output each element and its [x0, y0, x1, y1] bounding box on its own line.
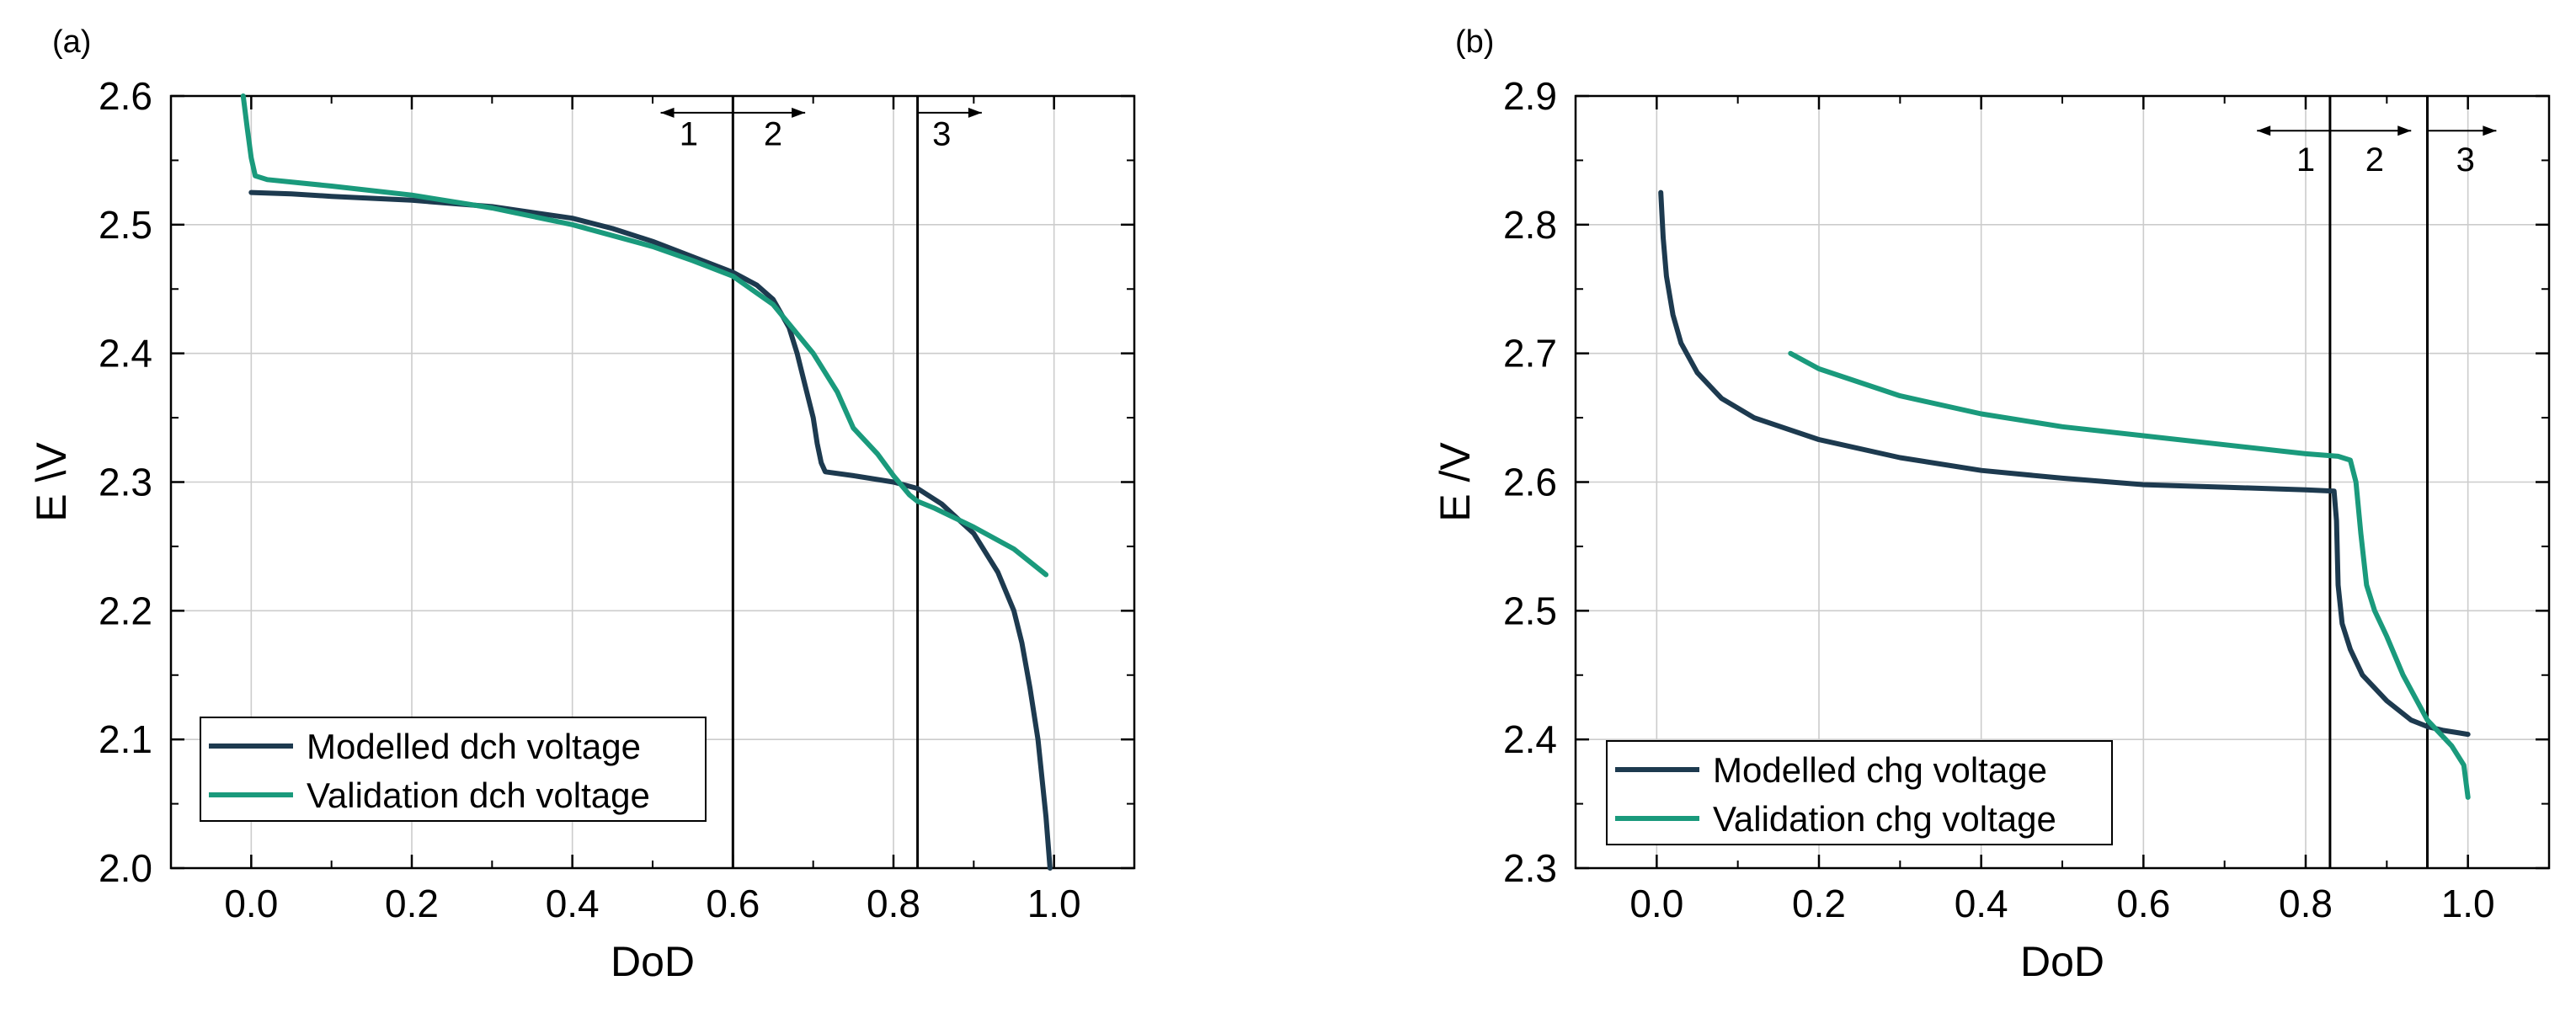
- series-line-validation: [1788, 350, 2471, 800]
- x-tick-label: 1.0: [1027, 882, 1081, 925]
- series-line-modelled: [1658, 189, 2471, 738]
- y-tick-label: 2.1: [99, 717, 152, 761]
- series-line-modelled: [248, 189, 1053, 871]
- region-arrowhead: [2397, 125, 2412, 136]
- y-tick-label: 2.5: [99, 203, 152, 247]
- y-tick-label: 2.9: [1503, 74, 1557, 118]
- legend: Modelled dch voltage Validation dch volta…: [200, 717, 707, 822]
- x-tick-label: 0.2: [385, 882, 439, 925]
- panel-a-chart: 0.0 0.2 0.4 0.6 0.8 1.0 2.0 2.1 2.2 2.3 2.4 2.5 2.6 D…: [28, 24, 1136, 985]
- y-tick-label: 2.8: [1503, 203, 1557, 247]
- legend-box: [200, 717, 707, 822]
- x-tick-label: 0.8: [2279, 882, 2333, 925]
- legend: Modelled chg voltage Validation chg volta…: [1606, 740, 2113, 845]
- region-label: 2: [2365, 141, 2384, 179]
- y-tick-label: 2.5: [1503, 589, 1557, 632]
- y-tick-label: 2.0: [99, 846, 152, 890]
- legend-entry: Modelled chg voltage: [1713, 750, 2047, 790]
- x-tick-label: 1.0: [2441, 882, 2495, 925]
- x-tick-label: 0.8: [867, 882, 920, 925]
- panel-label: (b): [1455, 24, 1494, 60]
- legend-entry: Validation chg voltage: [1713, 799, 2056, 839]
- region-arrowhead: [2257, 125, 2271, 136]
- y-tick-label: 2.4: [1503, 717, 1557, 761]
- region-arrowhead: [968, 107, 982, 118]
- y-tick-label: 2.4: [99, 332, 152, 376]
- panel-label: (a): [52, 24, 91, 60]
- y-tick-label: 2.7: [1503, 332, 1557, 376]
- legend-box: [1606, 740, 2113, 845]
- region-arrowhead: [2483, 125, 2497, 136]
- x-tick-label: 0.4: [546, 882, 600, 925]
- region-arrowhead: [660, 107, 675, 118]
- y-tick-label: 2.6: [1503, 461, 1557, 504]
- y-axis-title: E /V: [1432, 442, 1479, 522]
- y-tick-label: 2.6: [99, 74, 152, 118]
- x-tick-label: 0.6: [706, 882, 760, 925]
- x-tick-label: 0.4: [1955, 882, 2008, 925]
- region-label: 3: [932, 115, 951, 152]
- legend-entry: Validation dch voltage: [307, 775, 650, 815]
- region-label: 3: [2456, 141, 2475, 179]
- series-line-validation: [240, 93, 1049, 578]
- x-tick-label: 0.2: [1792, 882, 1846, 925]
- y-tick-label: 2.2: [99, 589, 152, 632]
- panel-b-chart: 0.0 0.2 0.4 0.6 0.8 1.0 2.3 2.4 2.5 2.6 2.7 2.8 2.9 D…: [1432, 24, 2551, 985]
- region-label: 1: [2296, 141, 2315, 179]
- x-axis-title: DoD: [611, 938, 695, 985]
- x-axis-title: DoD: [2020, 938, 2104, 985]
- y-tick-label: 2.3: [99, 461, 152, 504]
- x-tick-label: 0.0: [1629, 882, 1683, 925]
- x-tick-label: 0.0: [224, 882, 278, 925]
- legend-entry: Modelled dch voltage: [307, 727, 641, 766]
- y-axis-title: E \V: [28, 442, 75, 522]
- region-label: 2: [764, 115, 782, 152]
- region-label: 1: [680, 115, 698, 152]
- x-tick-label: 0.6: [2116, 882, 2170, 925]
- y-tick-label: 2.3: [1503, 846, 1557, 890]
- region-arrowhead: [792, 107, 806, 118]
